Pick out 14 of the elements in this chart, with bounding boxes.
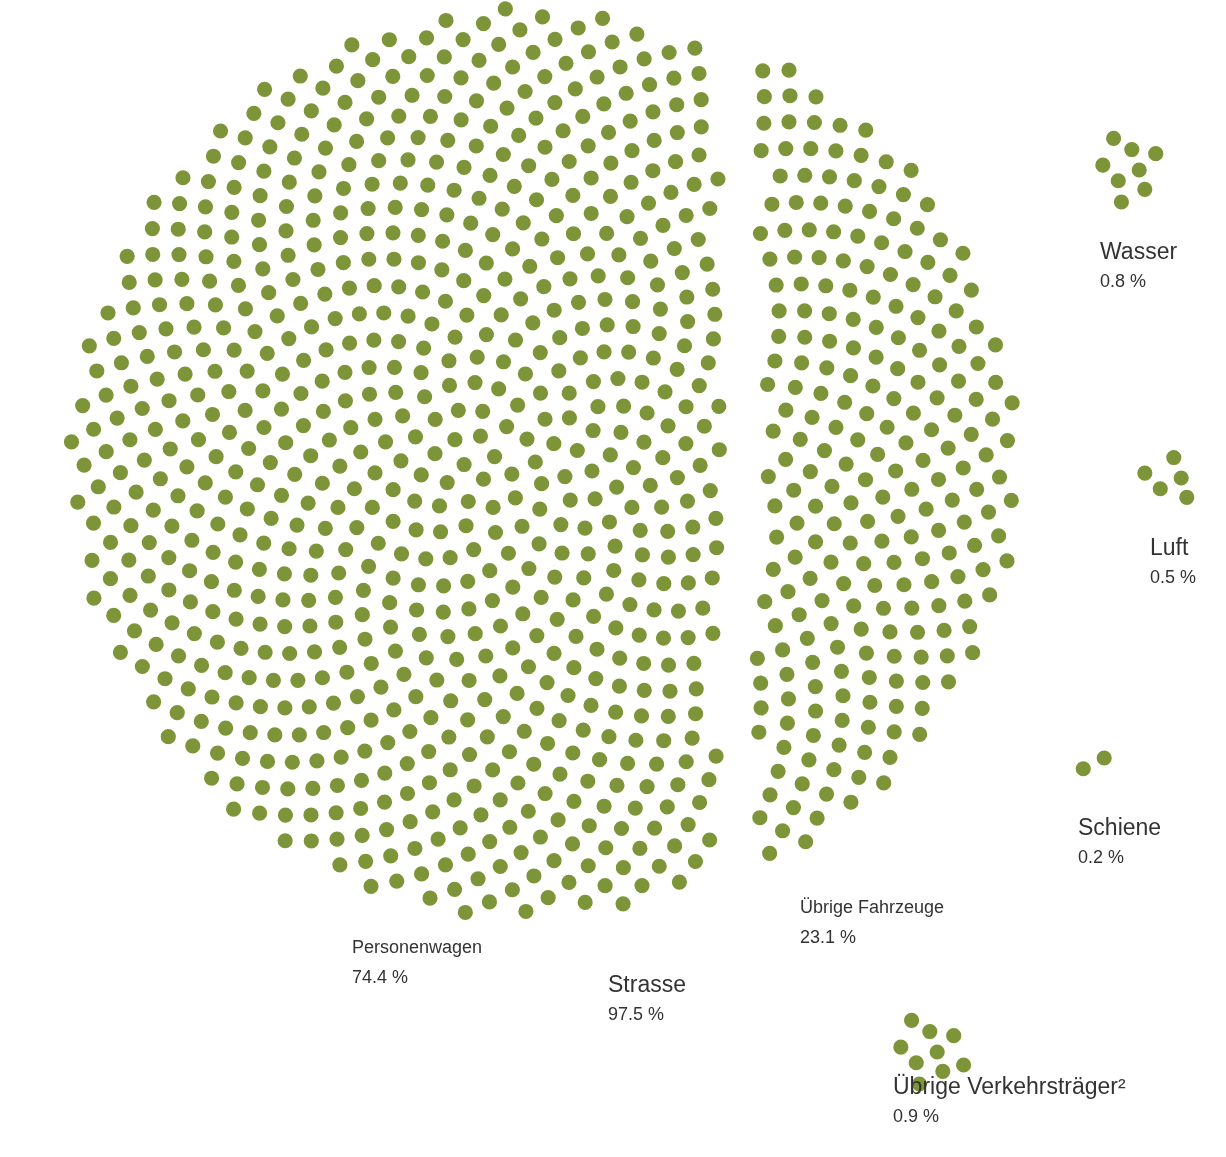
text: Strasse [608,971,686,997]
data-label: 23.1 % [800,927,857,947]
category-label: Übrige Fahrzeuge [800,897,945,917]
data-label: 0.9 % [893,1106,940,1126]
data-label: 0.5 % [1150,567,1197,587]
category-label: Luft [1150,534,1189,560]
data-label: 0.8 % [1100,271,1147,291]
data-label: 0.2 % [1078,847,1125,867]
data-label: 74.4 % [352,967,409,987]
category-label: Wasser [1100,238,1178,264]
category-label: Übrige Verkehrsträger² [893,1073,1126,1099]
category-label: Schiene [1078,814,1162,840]
category-label: Personenwagen [352,937,483,957]
text: 97.5 % [608,1004,665,1024]
